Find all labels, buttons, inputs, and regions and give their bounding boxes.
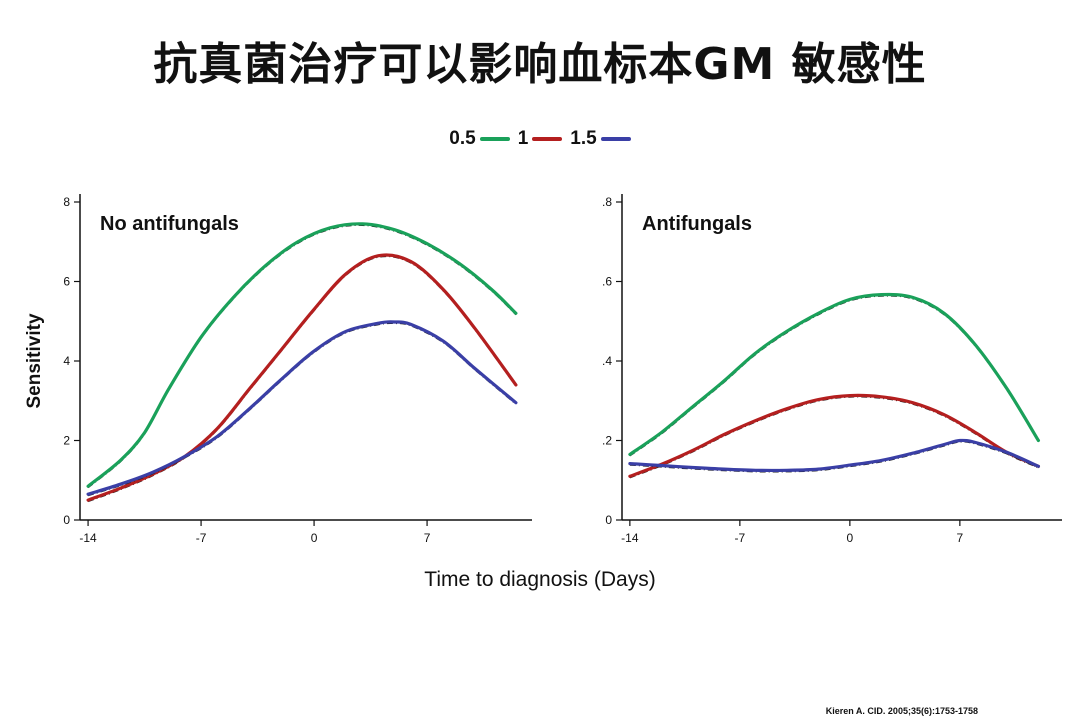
y-tick-label: 2 <box>63 434 70 448</box>
legend-label-0.5: 0.5 <box>449 128 476 149</box>
chart-legend: 0.5 1 1.5 <box>0 128 1080 150</box>
legend-swatch-green <box>479 137 510 141</box>
y-tick-label: 8 <box>63 195 70 209</box>
y-axis-label: Sensitivity <box>24 313 45 408</box>
y-tick-label: 0 <box>63 513 70 527</box>
y-tick-label: .8 <box>602 195 612 209</box>
series-line-1.5 <box>86 320 518 496</box>
series-line-0.5 <box>86 222 518 488</box>
legend-item-1.5: 1.5 <box>570 128 631 150</box>
x-tick-label: -14 <box>79 531 97 545</box>
x-tick-label: -7 <box>735 531 746 545</box>
series-line-0.5 <box>628 292 1040 456</box>
chart-panel-0: 0 2 4 6 8 -14 -7 0 7 No antifungals Sensitivity <box>24 194 532 545</box>
y-tick-label: 4 <box>63 354 70 368</box>
citation: Kieren A. CID. 2005;35(6):1753-1758 <box>825 706 978 716</box>
series-line-1 <box>86 253 518 502</box>
y-tick-label: 6 <box>63 275 70 289</box>
series-line-1 <box>628 393 1040 478</box>
y-tick-label: 0 <box>605 513 612 527</box>
y-tick-label: .6 <box>602 275 612 289</box>
x-tick-label: 0 <box>847 531 854 545</box>
series-line-1.5 <box>628 438 1040 473</box>
x-tick-label: 7 <box>424 531 431 545</box>
x-tick-label: 0 <box>311 531 318 545</box>
panel-title: Antifungals <box>642 213 752 235</box>
legend-swatch-blue <box>600 137 631 141</box>
series-ref-line <box>87 255 517 503</box>
legend-item-0.5: 0.5 <box>449 128 510 150</box>
page-title: 抗真菌治疗可以影响血标本GM 敏感性 <box>153 39 927 90</box>
series-ref-line <box>87 224 517 489</box>
x-tick-label: -7 <box>196 531 207 545</box>
chart-panel-1: 0 .2 .4 .6 .8 -14 -7 0 7 Antifungals <box>602 194 1062 545</box>
shared-x-axis-label: Time to diagnosis (Days) <box>424 568 656 591</box>
y-tick-label: .4 <box>602 354 612 368</box>
legend-label-1.5: 1.5 <box>570 128 597 149</box>
x-tick-label: 7 <box>957 531 964 545</box>
legend-item-1: 1 <box>518 128 563 150</box>
panel-title: No antifungals <box>100 213 239 235</box>
y-tick-label: .2 <box>602 434 612 448</box>
legend-swatch-red <box>532 137 563 141</box>
legend-label-1: 1 <box>517 128 529 149</box>
x-tick-label: -14 <box>621 531 639 545</box>
